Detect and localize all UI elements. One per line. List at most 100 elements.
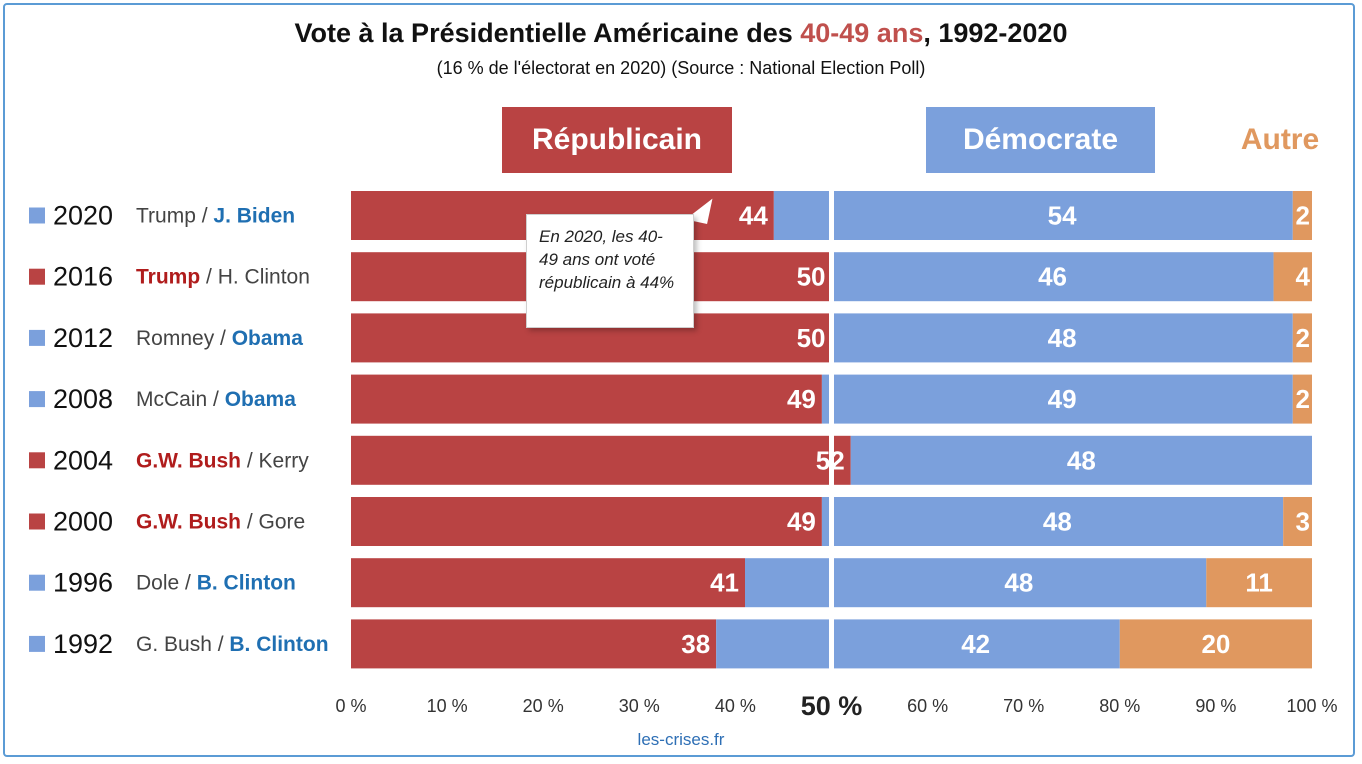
winner-marker-1992 xyxy=(29,635,45,652)
row-year-2012: 2012 xyxy=(53,323,113,353)
winner-marker-2012 xyxy=(29,329,45,346)
row-candidates-2000: G.W. Bush / Gore xyxy=(136,510,305,533)
rep-candidate-1996: Dole xyxy=(136,571,179,594)
winner-marker-2000 xyxy=(29,513,45,530)
candidate-separator-2016: / xyxy=(200,265,218,288)
value-label-republican-2008: 49 xyxy=(787,384,816,414)
dem-candidate-1996: B. Clinton xyxy=(197,571,296,594)
value-label-republican-2000: 49 xyxy=(787,507,816,537)
title-suffix: , 1992-2020 xyxy=(923,18,1068,48)
bar-other-1996 xyxy=(1206,558,1312,608)
value-label-democrat-2016: 46 xyxy=(1038,262,1067,292)
value-label-other-2000: 3 xyxy=(1296,507,1310,537)
value-label-democrat-1992: 42 xyxy=(961,629,990,659)
value-label-republican-2020: 44 xyxy=(739,201,768,231)
x-tick-label-20: 20 % xyxy=(523,696,564,716)
row-candidates-1992: G. Bush / B. Clinton xyxy=(136,632,329,655)
winner-marker-1996 xyxy=(29,574,45,591)
dem-candidate-2020: J. Biden xyxy=(213,204,295,227)
bar-other-2012 xyxy=(1292,313,1312,363)
candidate-separator-1996: / xyxy=(179,571,197,594)
row-year-2004: 2004 xyxy=(53,445,113,475)
rep-candidate-2008: McCain xyxy=(136,388,207,411)
row-candidates-2004: G.W. Bush / Kerry xyxy=(136,449,309,472)
dem-candidate-2008: Obama xyxy=(225,388,297,411)
header-other: Autre xyxy=(1240,123,1320,156)
value-label-republican-2012: 50 xyxy=(797,323,826,353)
dem-candidate-2016: H. Clinton xyxy=(218,265,310,288)
x-tick-label-30: 30 % xyxy=(619,696,660,716)
bar-other-2008 xyxy=(1292,374,1312,424)
bar-democrat-2016 xyxy=(831,252,1274,302)
candidate-separator-2000: / xyxy=(241,510,259,533)
chart-subtitle: (16 % de l'électorat en 2020) (Source : … xyxy=(436,58,926,78)
value-label-other-1992: 20 xyxy=(1201,629,1230,659)
bar-democrat-1992 xyxy=(716,619,1120,669)
row-year-2020: 2020 xyxy=(53,201,113,231)
rep-candidate-2004: G.W. Bush xyxy=(136,449,241,472)
x-tick-label-60: 60 % xyxy=(907,696,948,716)
x-tick-label-80: 80 % xyxy=(1099,696,1140,716)
bar-republican-2000 xyxy=(351,497,822,546)
winner-marker-2016 xyxy=(29,268,45,285)
candidate-separator-2012: / xyxy=(214,326,232,349)
row-year-1996: 1996 xyxy=(53,568,113,598)
rep-candidate-2020: Trump xyxy=(136,204,196,227)
candidate-separator-2020: / xyxy=(196,204,214,227)
bar-democrat-1996 xyxy=(745,558,1207,608)
bar-democrat-2020 xyxy=(773,191,1293,240)
row-candidates-1996: Dole / B. Clinton xyxy=(136,571,296,594)
bar-democrat-2000 xyxy=(821,497,1284,546)
value-label-other-2016: 4 xyxy=(1296,262,1311,292)
x-tick-label-40: 40 % xyxy=(715,696,756,716)
x-tick-label-90: 90 % xyxy=(1195,696,1236,716)
rep-candidate-1992: G. Bush xyxy=(136,632,212,655)
bar-other-2020 xyxy=(1292,191,1312,240)
row-candidates-2012: Romney / Obama xyxy=(136,326,303,349)
rep-candidate-2012: Romney xyxy=(136,326,215,349)
dem-candidate-2000: Gore xyxy=(259,510,306,533)
dem-candidate-2012: Obama xyxy=(232,326,304,349)
value-label-other-2008: 2 xyxy=(1296,384,1310,414)
x-tick-label-10: 10 % xyxy=(427,696,468,716)
header-democrat: Démocrate xyxy=(926,107,1155,173)
winner-marker-2008 xyxy=(29,391,45,408)
annotation-callout: En 2020, les 40-49 ans ont voté républic… xyxy=(526,214,694,328)
row-candidates-2020: Trump / J. Biden xyxy=(136,204,295,227)
bar-democrat-2004 xyxy=(850,435,1312,485)
value-label-democrat-2000: 48 xyxy=(1043,507,1072,537)
candidate-separator-2004: / xyxy=(241,449,259,472)
bar-republican-2008 xyxy=(351,374,822,424)
value-label-republican-1996: 41 xyxy=(710,568,739,598)
bar-other-2016 xyxy=(1273,252,1312,302)
value-label-democrat-1996: 48 xyxy=(1004,568,1033,598)
bar-republican-1992 xyxy=(351,619,717,669)
value-label-other-1996: 11 xyxy=(1245,568,1273,598)
source-footer: les-crises.fr xyxy=(637,730,725,749)
x-tick-label-50: 50 % xyxy=(801,691,863,721)
value-label-democrat-2012: 48 xyxy=(1048,323,1077,353)
row-year-1992: 1992 xyxy=(53,629,113,659)
x-tick-label-100: 100 % xyxy=(1286,696,1337,716)
bar-republican-1996 xyxy=(351,558,746,608)
value-label-republican-1992: 38 xyxy=(681,629,710,659)
value-label-democrat-2008: 49 xyxy=(1048,384,1077,414)
bar-other-1992 xyxy=(1119,619,1312,669)
row-year-2000: 2000 xyxy=(53,507,113,537)
title-highlight: 40-49 ans xyxy=(800,18,924,48)
rep-candidate-2000: G.W. Bush xyxy=(136,510,241,533)
winner-marker-2020 xyxy=(29,207,45,224)
candidate-separator-1992: / xyxy=(212,632,230,655)
row-year-2008: 2008 xyxy=(53,384,113,414)
value-label-other-2012: 2 xyxy=(1296,323,1310,353)
bar-other-2000 xyxy=(1283,497,1312,546)
row-year-2016: 2016 xyxy=(53,262,113,292)
value-label-democrat-2004: 48 xyxy=(1067,445,1096,475)
x-tick-label-70: 70 % xyxy=(1003,696,1044,716)
header-republican: Républicain xyxy=(502,107,732,173)
x-tick-label-0: 0 % xyxy=(335,696,366,716)
dem-candidate-1992: B. Clinton xyxy=(229,632,328,655)
bar-republican-2004 xyxy=(351,435,851,485)
value-label-democrat-2020: 54 xyxy=(1048,201,1077,231)
